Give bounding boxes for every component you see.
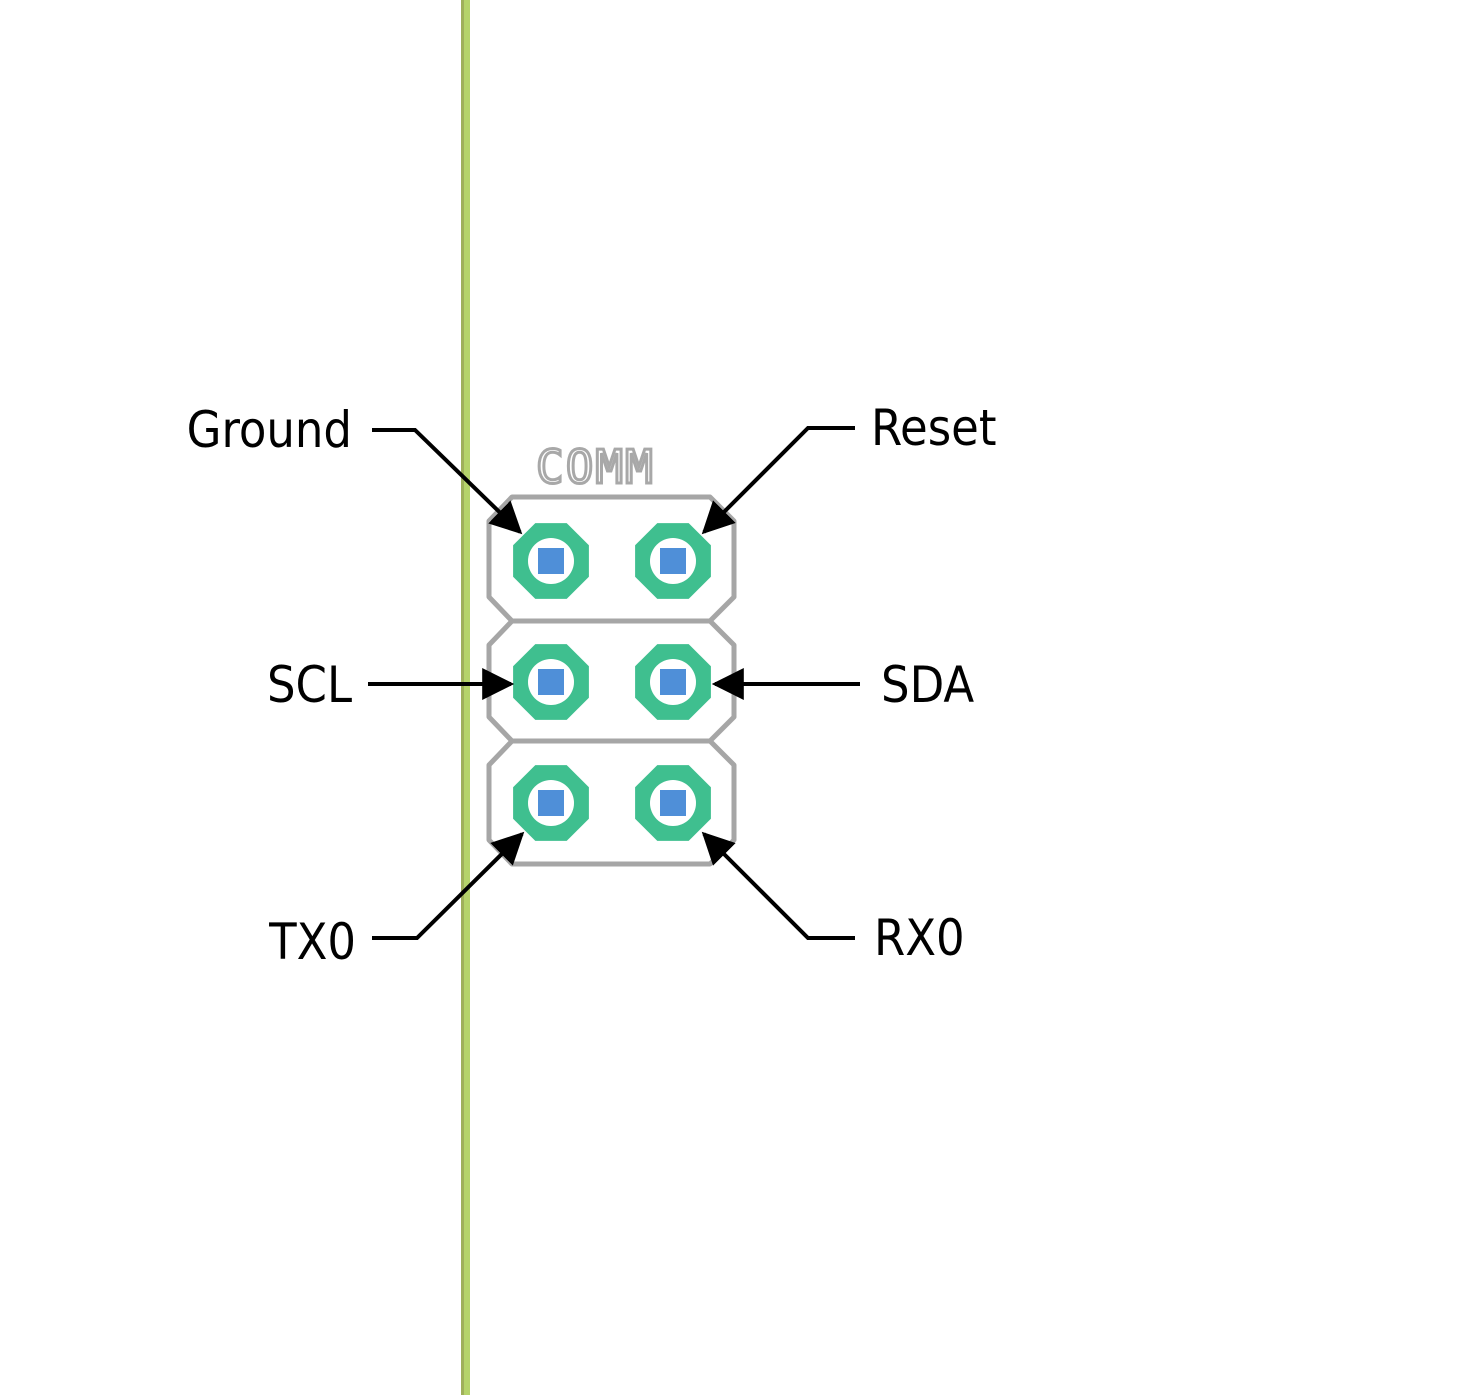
scl-pad-core bbox=[538, 669, 564, 695]
reset-leader bbox=[701, 426, 855, 535]
board-edge bbox=[461, 0, 470, 1395]
rx0-pad bbox=[635, 765, 711, 841]
leader-lines bbox=[368, 426, 860, 940]
tx0-leader bbox=[372, 831, 525, 940]
rx0-pad-core bbox=[660, 790, 686, 816]
component-label: COMM bbox=[536, 440, 655, 494]
rx0-label: RX0 bbox=[874, 909, 965, 967]
sda-pad bbox=[635, 644, 711, 720]
sda-pad-core bbox=[660, 669, 686, 695]
reset-label: Reset bbox=[871, 399, 996, 457]
tx0-pad bbox=[513, 765, 589, 841]
ground-leader bbox=[372, 428, 523, 535]
ground-pad-core bbox=[538, 548, 564, 574]
rx0-leader bbox=[701, 831, 855, 940]
ground-label: Ground bbox=[187, 401, 352, 459]
sda-label: SDA bbox=[881, 656, 974, 714]
pads bbox=[513, 523, 711, 841]
scl-pad bbox=[513, 644, 589, 720]
scl-label: SCL bbox=[267, 656, 352, 714]
ground-pad bbox=[513, 523, 589, 599]
reset-pad bbox=[635, 523, 711, 599]
tx0-label: TX0 bbox=[268, 913, 356, 971]
reset-pad-core bbox=[660, 548, 686, 574]
tx0-pad-core bbox=[538, 790, 564, 816]
